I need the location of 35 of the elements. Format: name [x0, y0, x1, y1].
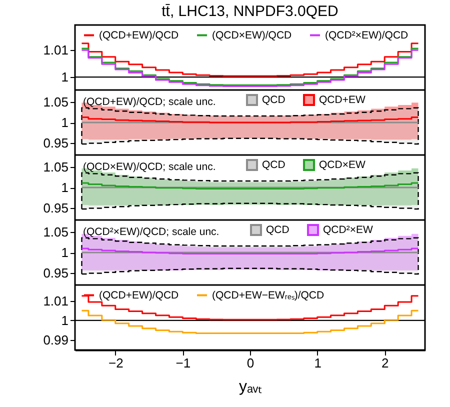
y-tick-label: 1.05 — [43, 94, 68, 110]
legend-label: QCD — [266, 224, 290, 236]
y-tick-label: 0.95 — [43, 200, 68, 216]
legend-label: (QCD+EW−EWᵣₑₛ)/QCD — [212, 289, 325, 302]
legend-title: (QCD×EW)/QCD; scale unc. — [83, 161, 216, 173]
y-tick-label: 1 — [61, 312, 68, 328]
x-tick-label: −2 — [108, 356, 124, 370]
x-axis-title: yₐᵥₜ — [238, 378, 262, 396]
legend-label: QCD — [262, 159, 286, 171]
y-tick-label: 1.05 — [43, 160, 68, 175]
y-tick-label: 1 — [61, 115, 68, 130]
legend-label: QCD×EW — [319, 159, 366, 171]
legend-label: (QCD²×EW)/QCD — [325, 29, 409, 42]
y-tick-label: 0.95 — [43, 265, 68, 280]
x-tick-label: −1 — [176, 356, 191, 370]
legend-label: QCD — [262, 94, 286, 106]
legend-title: (QCD+EW)/QCD; scale unc. — [83, 96, 216, 108]
x-tick-label: 2 — [382, 356, 389, 370]
y-tick-label: 1.01 — [43, 42, 68, 58]
x-tick-label: 1 — [314, 356, 322, 370]
x-tick-label: 0 — [246, 356, 254, 370]
y-tick-label: 1.01 — [43, 293, 68, 308]
legend-label: (QCD+EW)/QCD — [99, 289, 180, 302]
y-tick-label: 0.95 — [43, 135, 68, 150]
legend-title: (QCD²×EW)/QCD; scale unc. — [83, 226, 220, 238]
legend-label: QCD²×EW — [323, 224, 373, 236]
legend-label: (QCD×EW)/QCD — [212, 29, 292, 42]
y-tick-label: 1 — [61, 180, 68, 195]
y-tick-label: 1 — [61, 245, 68, 260]
legend-label: (QCD+EW)/QCD — [99, 29, 180, 42]
legend-label: QCD+EW — [319, 94, 366, 106]
y-tick-label: 1.05 — [43, 224, 68, 240]
y-tick-label: 0.99 — [43, 332, 68, 348]
chart-title: tt̄, LHC13, NNPDF3.0QED — [162, 3, 339, 20]
y-tick-label: 1 — [61, 70, 68, 85]
